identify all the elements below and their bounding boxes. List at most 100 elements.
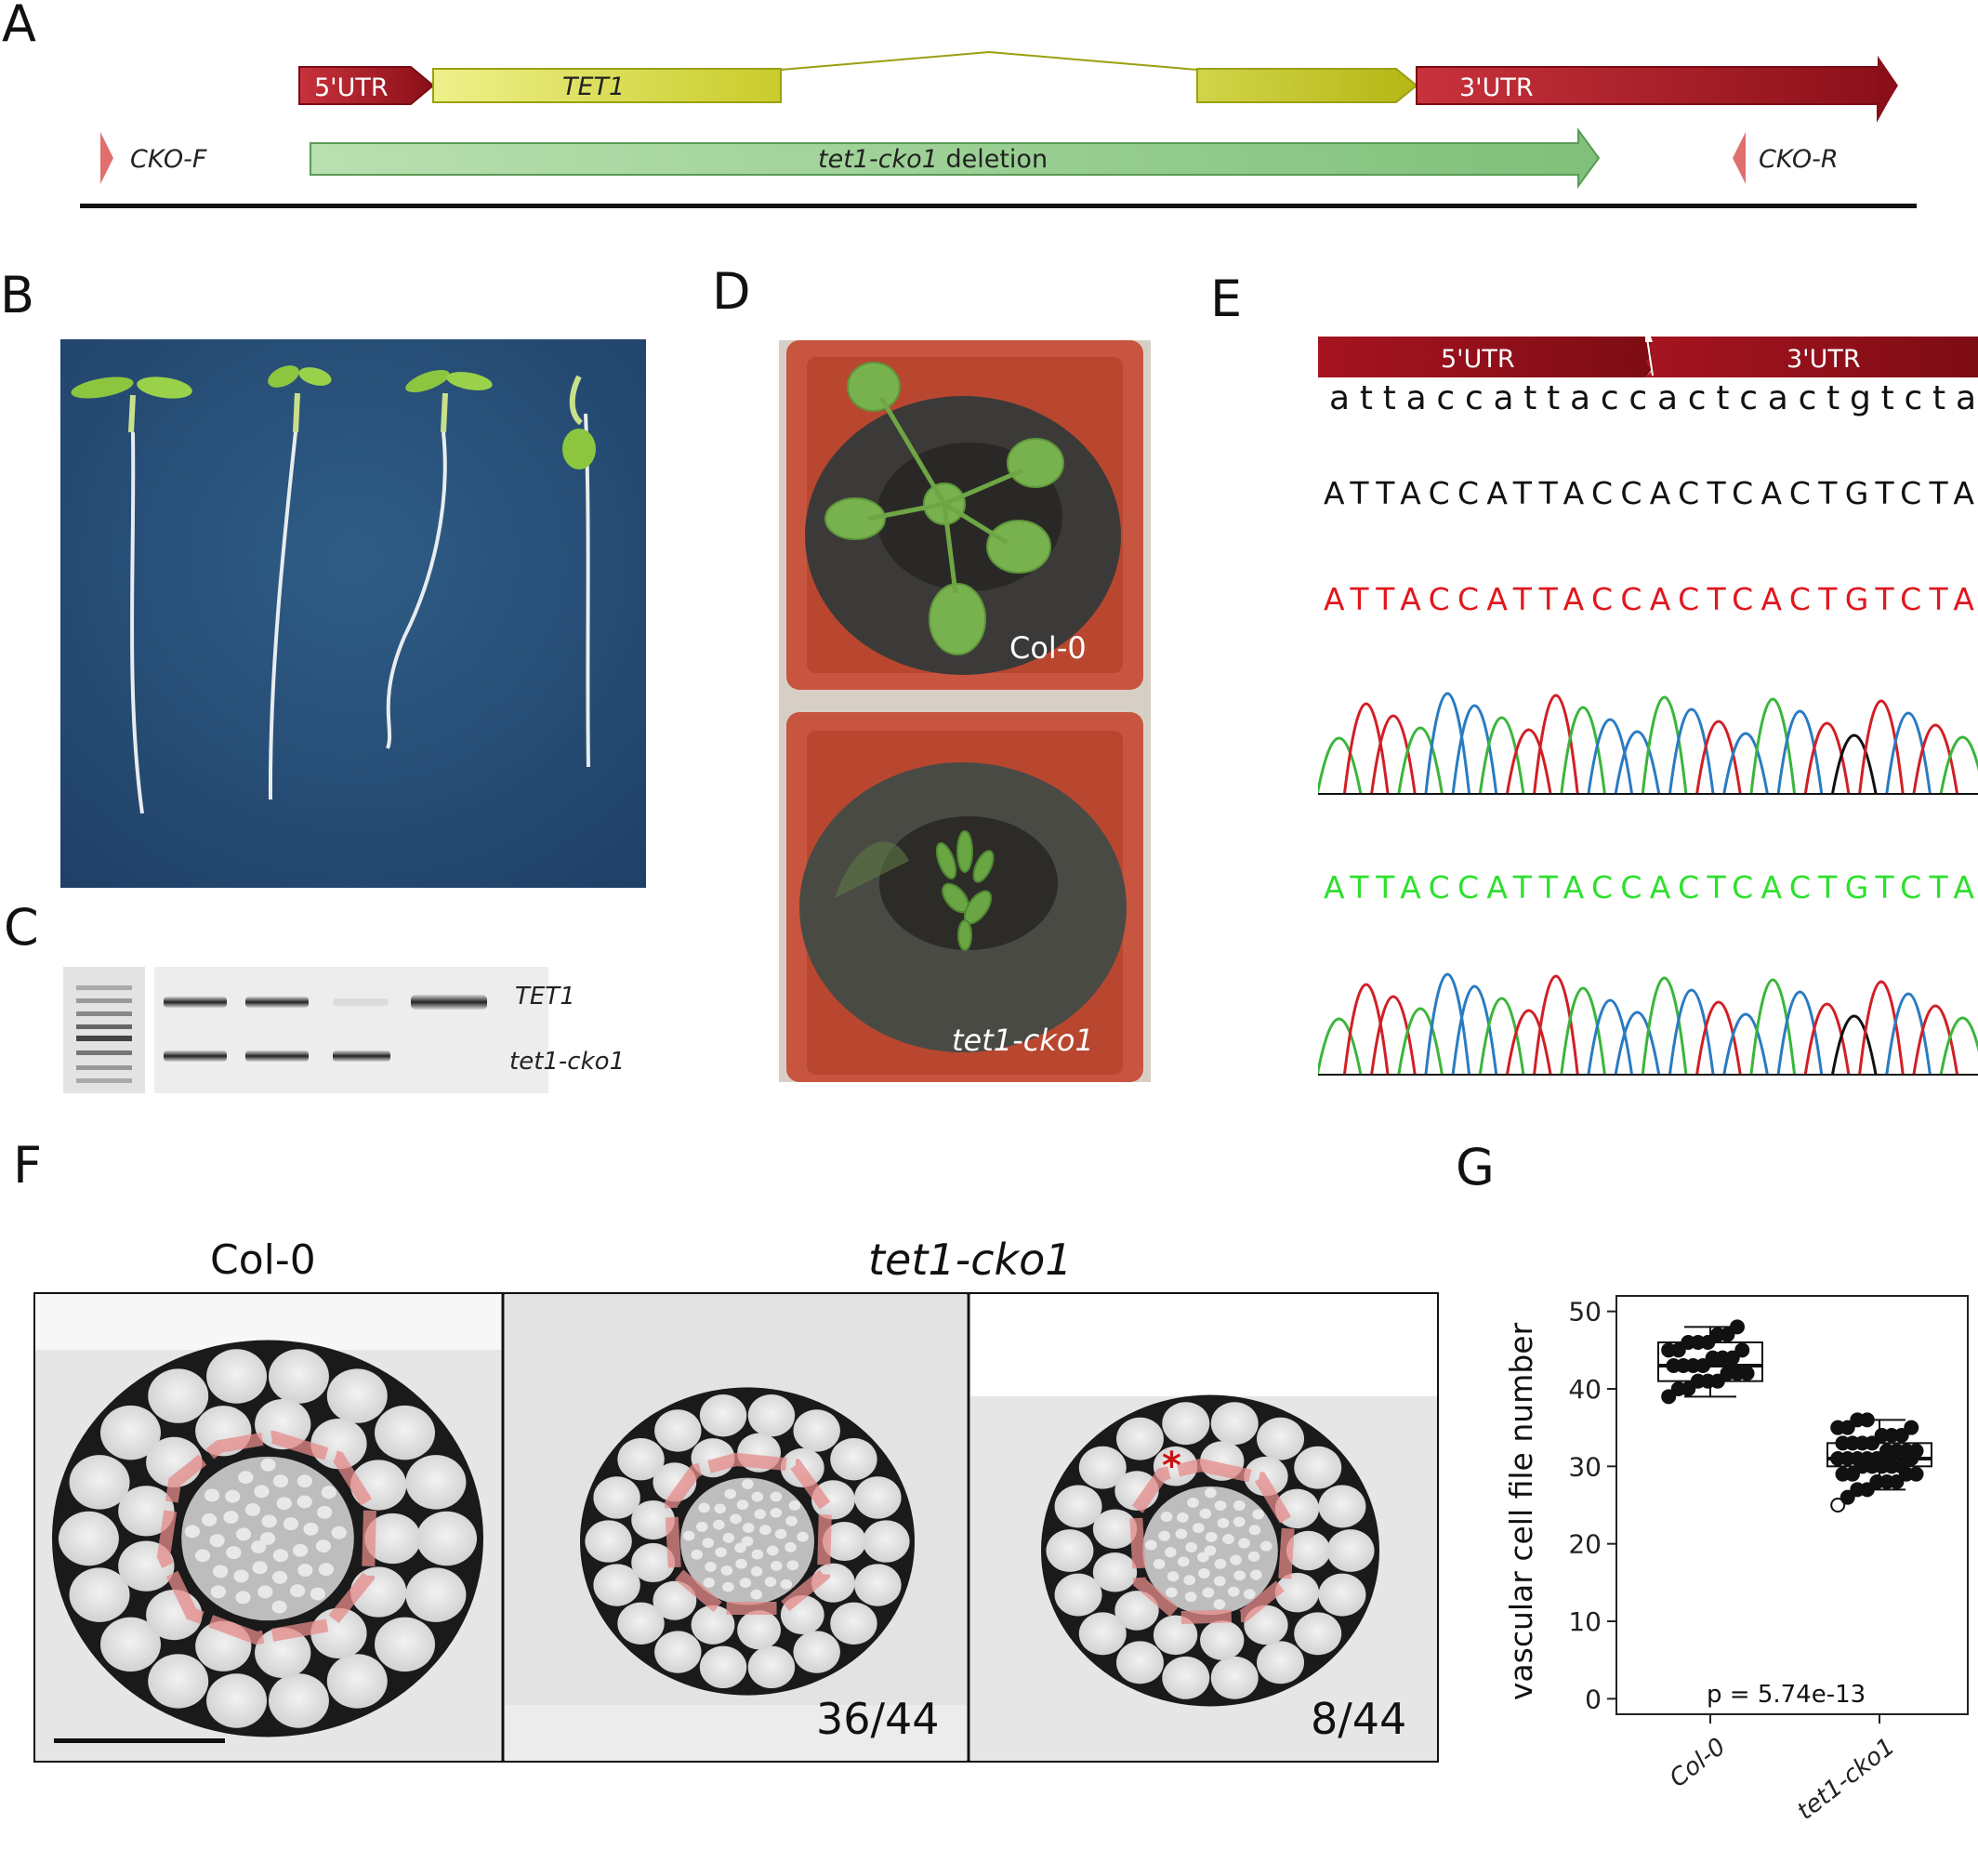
stele-cell bbox=[724, 1488, 737, 1499]
stele-cell bbox=[1164, 1547, 1177, 1558]
stele-cell bbox=[257, 1585, 273, 1599]
stele-cell bbox=[271, 1600, 287, 1614]
root-cell bbox=[1078, 1446, 1127, 1489]
chromatogram-peak bbox=[1424, 692, 1471, 795]
root-cell bbox=[830, 1602, 877, 1645]
stele-cell bbox=[292, 1543, 309, 1557]
stele-cell bbox=[702, 1538, 715, 1549]
data-point bbox=[1869, 1451, 1885, 1466]
pot-cko1 bbox=[786, 712, 1143, 1082]
chromatogram-peak bbox=[1370, 714, 1417, 795]
root-cell bbox=[1092, 1509, 1138, 1550]
root-cell bbox=[617, 1437, 665, 1481]
stele-cell bbox=[1222, 1534, 1234, 1545]
stele-cell bbox=[730, 1513, 742, 1525]
chromatogram-peak bbox=[1722, 732, 1769, 795]
chromatogram-1 bbox=[1318, 692, 1978, 795]
stele-cell bbox=[788, 1499, 801, 1511]
stele-cell bbox=[210, 1585, 226, 1599]
panel-label-a: A bbox=[2, 0, 36, 53]
stele-cell bbox=[1243, 1589, 1256, 1600]
panel-label-g: G bbox=[1456, 1138, 1495, 1196]
data-point bbox=[1739, 1366, 1755, 1381]
stele-cell bbox=[1160, 1512, 1173, 1522]
stele-cell bbox=[734, 1542, 746, 1553]
panel-a-gene-schematic: 5'UTR TET1 3'UTR CKO-F CKO-R tet1-cko1 d… bbox=[80, 50, 1917, 208]
seedling-3 bbox=[386, 369, 493, 749]
seq-utr5-label: 5'UTR bbox=[1441, 345, 1515, 374]
stele-cell bbox=[1213, 1599, 1226, 1610]
chromatogram-peak bbox=[1695, 720, 1742, 795]
root-cell bbox=[118, 1486, 175, 1537]
chromatogram-peak bbox=[1668, 707, 1715, 795]
root-cell bbox=[653, 1580, 697, 1620]
p-value-annotation: p = 5.74e-13 bbox=[1707, 1681, 1866, 1709]
stele-cell bbox=[771, 1561, 783, 1571]
scale-bar bbox=[54, 1738, 225, 1743]
band-label-cko: tet1-cko1 bbox=[509, 1048, 625, 1076]
stele-cell bbox=[714, 1503, 726, 1514]
root-cell bbox=[375, 1405, 435, 1460]
stele-cell bbox=[223, 1511, 239, 1525]
y-tick-label: 40 bbox=[1568, 1374, 1602, 1405]
root-cell bbox=[268, 1673, 329, 1728]
data-point bbox=[1865, 1435, 1880, 1451]
tet1-exon-label: TET1 bbox=[562, 73, 625, 101]
pot-col0 bbox=[786, 340, 1143, 690]
root-cell bbox=[1092, 1552, 1138, 1592]
root-cell bbox=[811, 1480, 855, 1520]
stele-cell bbox=[1202, 1587, 1215, 1598]
stele-cell bbox=[682, 1530, 695, 1541]
data-point bbox=[1681, 1381, 1696, 1396]
root-cell bbox=[1318, 1485, 1366, 1528]
y-tick-label: 50 bbox=[1568, 1297, 1602, 1328]
stele-cell bbox=[739, 1578, 752, 1589]
seq-utr3-bar bbox=[1645, 337, 1978, 377]
stele-cell bbox=[1247, 1551, 1260, 1562]
stele-cell bbox=[786, 1560, 799, 1571]
root-cell bbox=[1153, 1615, 1198, 1656]
data-point bbox=[1859, 1482, 1875, 1498]
stele-cell bbox=[770, 1507, 783, 1518]
stele-cell bbox=[785, 1515, 798, 1526]
root-cell bbox=[1054, 1485, 1102, 1528]
chromatogram-peak bbox=[1505, 728, 1552, 795]
chromatogram-peak bbox=[1830, 733, 1878, 795]
stele-cell bbox=[1252, 1509, 1264, 1520]
chromatogram-peak bbox=[1939, 1016, 1978, 1076]
data-point bbox=[1840, 1420, 1855, 1435]
stele-cell bbox=[1233, 1570, 1246, 1581]
root-cell bbox=[206, 1349, 268, 1404]
stele-cell bbox=[1248, 1525, 1261, 1536]
stele-cell bbox=[201, 1513, 218, 1526]
reference-sequence: a t t a c c a t t a c c a c t c a c t g … bbox=[1329, 379, 1976, 417]
stele-cell bbox=[303, 1522, 319, 1536]
stele-cell bbox=[1233, 1500, 1246, 1511]
utr3-arrow bbox=[1417, 56, 1896, 67]
stele-cell bbox=[1227, 1586, 1240, 1597]
root-cell bbox=[1244, 1605, 1288, 1645]
stele-cell bbox=[204, 1488, 220, 1502]
data-point bbox=[1670, 1342, 1686, 1358]
stele-cell bbox=[321, 1486, 336, 1499]
root-cell bbox=[699, 1394, 747, 1437]
data-point bbox=[1700, 1335, 1716, 1350]
data-point bbox=[1893, 1459, 1909, 1474]
data-point bbox=[1908, 1466, 1924, 1482]
stele-cell bbox=[235, 1527, 252, 1541]
panel-g-boxplot: vascular cell file number 0 10 20 30 40 50 p … bbox=[1503, 1295, 1969, 1826]
chromatogram-peak bbox=[1885, 992, 1932, 1076]
chromatogram-peak bbox=[1668, 988, 1715, 1076]
stele-cell bbox=[233, 1569, 249, 1583]
section-cko1-a bbox=[505, 1294, 967, 1761]
stele-cell bbox=[742, 1523, 755, 1533]
chromatogram-peak bbox=[1397, 726, 1444, 795]
root-cell bbox=[585, 1520, 632, 1563]
stele-cell bbox=[226, 1546, 242, 1560]
root-cell bbox=[811, 1563, 855, 1603]
chromatogram-peak bbox=[1397, 1007, 1444, 1076]
root-cell bbox=[1054, 1573, 1102, 1617]
chromatogram-peak bbox=[1560, 706, 1606, 795]
stele-cell bbox=[759, 1525, 771, 1536]
exon1-box bbox=[432, 68, 782, 103]
